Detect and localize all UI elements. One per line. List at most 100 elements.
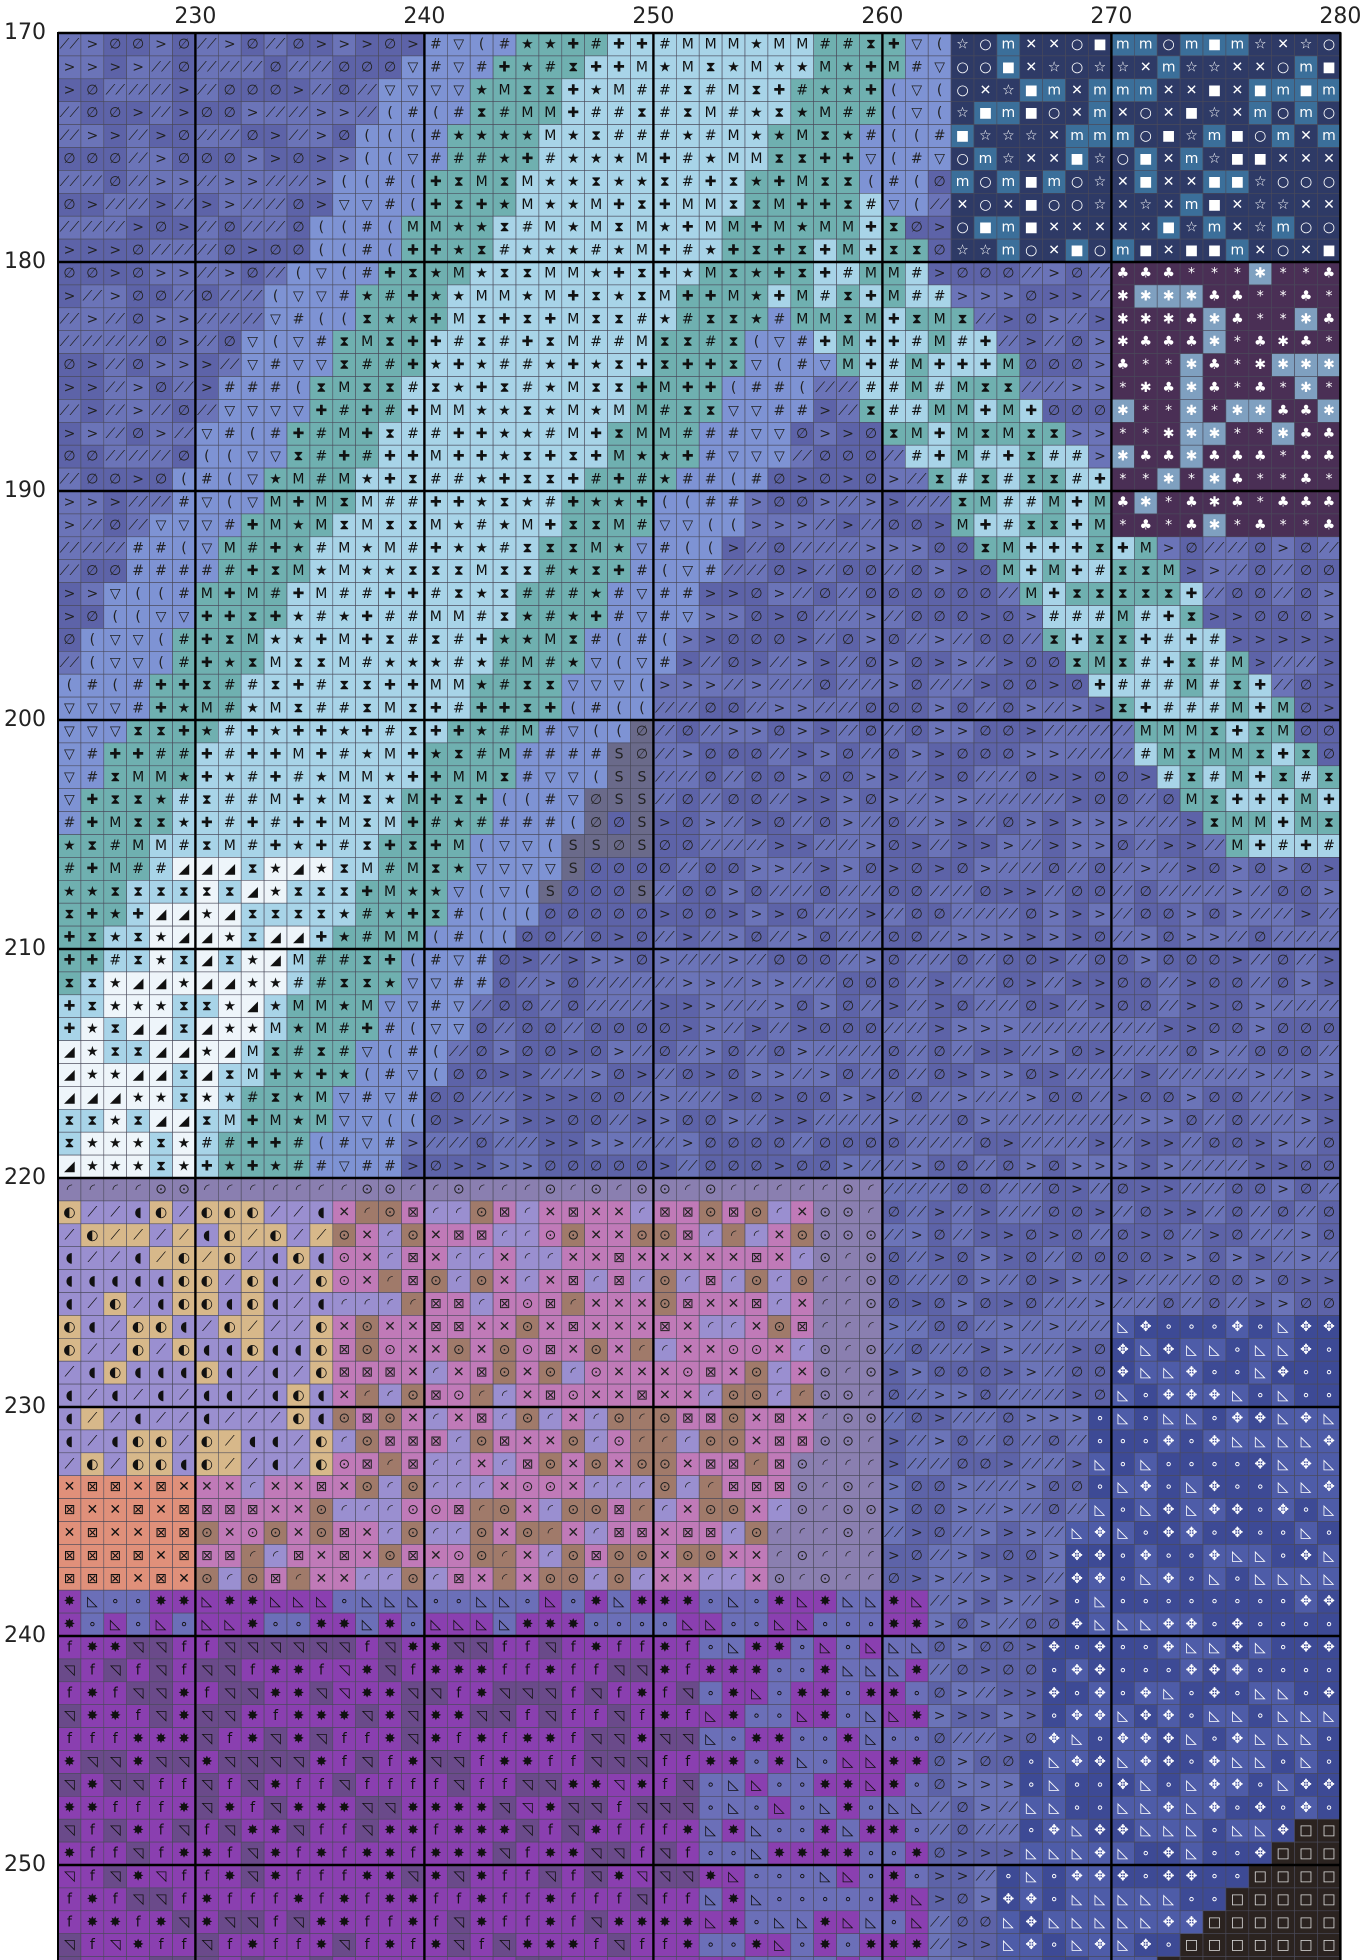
stitch-symbol: ☆	[1048, 59, 1061, 75]
stitch-symbol: ◢	[179, 907, 190, 923]
stitch-symbol: >	[842, 792, 854, 808]
stitch-symbol: ∅	[1002, 609, 1014, 625]
stitch-symbol: #	[201, 472, 213, 488]
stitch-symbol: >	[1254, 655, 1266, 671]
stitch-symbol: ✚	[590, 609, 602, 625]
stitch-symbol: #	[522, 357, 534, 373]
stitch-symbol: ∅	[750, 586, 762, 602]
stitch-symbol: ★	[659, 311, 672, 327]
stitch-symbol: ★	[430, 655, 443, 671]
stitch-symbol: ♣	[1231, 288, 1244, 304]
stitch-symbol: >	[155, 36, 167, 52]
stitch-symbol: >	[1277, 632, 1289, 648]
stitch-symbol: >	[682, 998, 694, 1014]
stitch-symbol: ⧗	[500, 380, 510, 396]
stitch-symbol: ∅	[750, 632, 762, 648]
stitch-symbol: #	[453, 930, 465, 946]
stitch-symbol: ⟋⟋	[128, 151, 148, 167]
stitch-symbol: ⧗	[591, 311, 601, 327]
stitch-symbol: ∅	[796, 952, 808, 968]
stitch-symbol: ⧗	[706, 403, 716, 419]
stitch-symbol: ★	[796, 59, 809, 75]
stitch-symbol: ⟋⟋	[701, 723, 721, 739]
stitch-symbol: >	[1025, 884, 1037, 900]
stitch-symbol: >	[728, 609, 740, 625]
stitch-symbol: ▽	[87, 701, 98, 717]
stitch-symbol: >	[1186, 838, 1198, 854]
stitch-symbol: ⟋⟋	[655, 792, 675, 808]
stitch-symbol: *	[1280, 472, 1287, 488]
stitch-symbol: ∅	[705, 769, 717, 785]
stitch-symbol: ⧗	[110, 1021, 120, 1037]
stitch-symbol: m	[1002, 36, 1016, 52]
stitch-symbol: *	[1280, 311, 1287, 327]
stitch-symbol: ○	[1025, 243, 1037, 259]
stitch-symbol: (	[250, 426, 255, 442]
stitch-symbol: ∅	[1208, 952, 1220, 968]
stitch-symbol: M	[865, 265, 877, 281]
stitch-symbol: #	[407, 540, 419, 556]
stitch-symbol: M	[636, 59, 648, 75]
stitch-symbol: (	[639, 701, 644, 717]
stitch-symbol: M	[544, 288, 556, 304]
stitch-symbol: ⟋⟋	[151, 403, 171, 419]
stitch-symbol: (	[616, 632, 621, 648]
stitch-symbol: ∅	[63, 632, 75, 648]
stitch-symbol: ✱	[1117, 334, 1129, 350]
stitch-symbol: ■	[1162, 128, 1175, 144]
stitch-symbol: #	[499, 678, 511, 694]
stitch-symbol: M	[705, 197, 717, 213]
stitch-symbol: ∅	[705, 861, 717, 877]
stitch-symbol: >	[132, 380, 144, 396]
stitch-symbol: ⧗	[1210, 815, 1220, 831]
stitch-symbol: ★	[681, 128, 694, 144]
stitch-symbol: ⟋⟋	[83, 334, 103, 350]
stitch-symbol: M	[1231, 655, 1243, 671]
stitch-symbol: ✚	[1071, 540, 1083, 556]
stitch-symbol: #	[796, 403, 808, 419]
stitch-symbol: M	[476, 288, 488, 304]
stitch-symbol: ♣	[1300, 449, 1313, 465]
stitch-symbol: ◢	[133, 975, 144, 991]
stitch-symbol: ⧗	[454, 563, 464, 579]
stitch-symbol: #	[178, 746, 190, 762]
stitch-symbol: M	[842, 357, 854, 373]
stitch-symbol: #	[911, 265, 923, 281]
stitch-symbol: ✚	[980, 403, 992, 419]
stitch-symbol: >	[682, 1021, 694, 1037]
stitch-symbol: >	[1048, 769, 1060, 785]
stitch-symbol: M	[613, 517, 625, 533]
stitch-symbol: ⧗	[339, 861, 349, 877]
stitch-symbol: ∅	[1048, 357, 1060, 373]
stitch-symbol: ✱	[1209, 517, 1221, 533]
stitch-symbol: (	[387, 128, 392, 144]
stitch-symbol: ∅	[796, 907, 808, 923]
stitch-symbol: ✚	[1140, 632, 1152, 648]
stitch-symbol: ■	[1025, 105, 1038, 121]
stitch-symbol: >	[1094, 907, 1106, 923]
stitch-symbol: ★	[452, 517, 465, 533]
stitch-symbol: M	[682, 59, 694, 75]
stitch-symbol: M	[1002, 403, 1014, 419]
stitch-symbol: M	[155, 769, 167, 785]
stitch-symbol: ⟋⟋	[770, 930, 790, 946]
stitch-symbol: ∅	[682, 838, 694, 854]
stitch-symbol: #	[911, 151, 923, 167]
stitch-symbol: ★	[750, 105, 763, 121]
stitch-symbol: (	[731, 517, 736, 533]
stitch-symbol: #	[728, 105, 740, 121]
stitch-symbol: ✚	[590, 449, 602, 465]
stitch-symbol: M	[773, 36, 785, 52]
stitch-symbol: >	[1323, 655, 1335, 671]
stitch-symbol: ■	[1025, 197, 1038, 213]
stitch-symbol: #	[1048, 609, 1060, 625]
stitch-symbol: M	[979, 494, 991, 510]
stitch-symbol: m	[1185, 36, 1199, 52]
stitch-symbol: ✕	[1048, 220, 1060, 236]
stitch-symbol: >	[338, 105, 350, 121]
stitch-symbol: >	[1002, 930, 1014, 946]
stitch-symbol: ∅	[865, 861, 877, 877]
stitch-symbol: (	[387, 243, 392, 259]
stitch-symbol: >	[1209, 998, 1221, 1014]
stitch-symbol: ✚	[361, 884, 373, 900]
